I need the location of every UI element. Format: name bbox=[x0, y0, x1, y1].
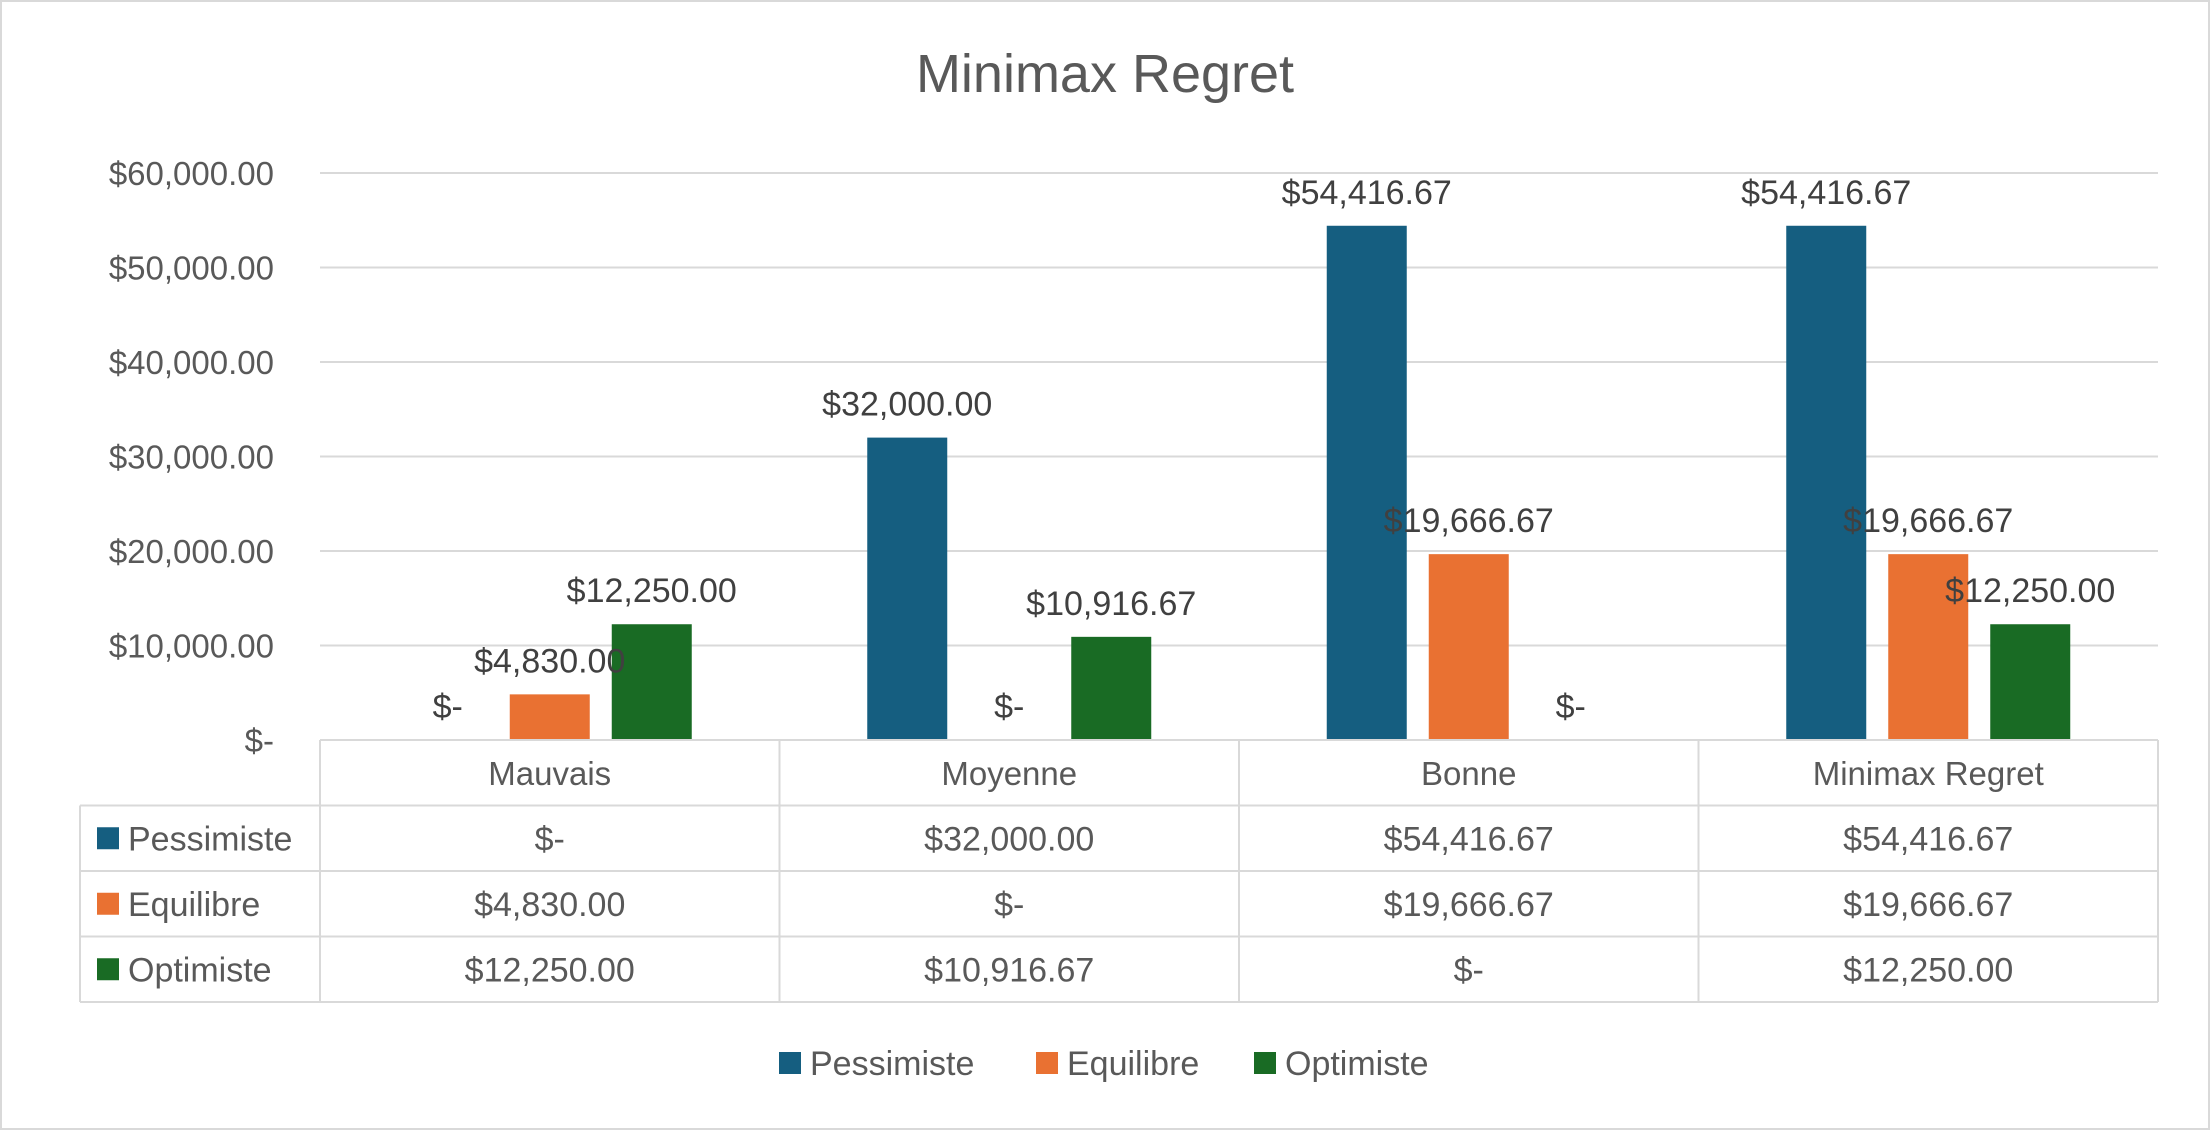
table-legend-key bbox=[97, 958, 119, 981]
bar-optimiste-1 bbox=[611, 624, 692, 740]
data-label: $12,250.00 bbox=[1945, 572, 2115, 610]
chart-title: Minimax Regret bbox=[916, 44, 1294, 104]
bar-optimiste-4 bbox=[1990, 624, 2071, 740]
table-cell: $12,250.00 bbox=[465, 951, 635, 989]
y-tick-label: $60,000.00 bbox=[109, 155, 274, 192]
table-cell: $- bbox=[1454, 951, 1484, 989]
data-label: $19,666.67 bbox=[1384, 502, 1554, 540]
legend-key-pessimiste bbox=[779, 1052, 801, 1074]
legend-key-optimiste bbox=[1254, 1052, 1276, 1074]
y-tick-label: $40,000.00 bbox=[109, 344, 274, 381]
table-series-name: Pessimiste bbox=[128, 820, 292, 858]
data-label: $12,250.00 bbox=[567, 572, 737, 610]
category-label: Bonne bbox=[1421, 755, 1516, 792]
table-cell: $10,916.67 bbox=[924, 951, 1094, 989]
category-label: Mauvais bbox=[488, 755, 611, 792]
data-label: $19,666.67 bbox=[1843, 502, 2013, 540]
legend-label-equilibre: Equilibre bbox=[1067, 1045, 1199, 1083]
y-tick-label: $20,000.00 bbox=[109, 533, 274, 570]
bar-equilibre-3 bbox=[1428, 554, 1509, 740]
table-cell: $19,666.67 bbox=[1384, 886, 1554, 924]
table-cell: $- bbox=[994, 886, 1024, 924]
data-label: $54,416.67 bbox=[1282, 174, 1452, 212]
legend-key-equilibre bbox=[1036, 1052, 1058, 1074]
bar-equilibre-4 bbox=[1888, 554, 1969, 740]
data-label: $32,000.00 bbox=[822, 386, 992, 424]
bar-optimiste-2 bbox=[1071, 636, 1152, 740]
legend-label-pessimiste: Pessimiste bbox=[810, 1045, 974, 1083]
legend-label-optimiste: Optimiste bbox=[1285, 1045, 1429, 1083]
table-series-name: Optimiste bbox=[128, 951, 272, 989]
table-cell: $54,416.67 bbox=[1384, 820, 1554, 858]
data-label: $10,916.67 bbox=[1026, 585, 1196, 623]
table-cell: $12,250.00 bbox=[1843, 951, 2013, 989]
data-label: $54,416.67 bbox=[1741, 174, 1911, 212]
y-tick-label: $10,000.00 bbox=[109, 628, 274, 665]
table-cell: $19,666.67 bbox=[1843, 886, 2013, 924]
table-legend-key bbox=[97, 827, 119, 850]
bar-equilibre-1 bbox=[509, 694, 590, 740]
table-cell: $4,830.00 bbox=[474, 886, 625, 924]
data-label: $- bbox=[994, 688, 1024, 726]
bar-pessimiste-2 bbox=[867, 437, 948, 740]
data-label: $- bbox=[433, 688, 463, 726]
table-legend-key bbox=[97, 892, 119, 915]
bar-pessimiste-4 bbox=[1786, 225, 1867, 741]
table-cell: $54,416.67 bbox=[1843, 820, 2013, 858]
y-tick-label: $50,000.00 bbox=[109, 250, 274, 287]
data-label: $4,830.00 bbox=[474, 642, 625, 680]
table-cell: $- bbox=[535, 820, 565, 858]
bar-pessimiste-3 bbox=[1326, 225, 1407, 741]
y-tick-label: $30,000.00 bbox=[109, 439, 274, 476]
category-label: Minimax Regret bbox=[1813, 755, 2044, 792]
y-tick-label: $- bbox=[245, 722, 274, 759]
table-series-name: Equilibre bbox=[128, 886, 260, 924]
table-cell: $32,000.00 bbox=[924, 820, 1094, 858]
category-label: Moyenne bbox=[941, 755, 1077, 792]
data-label: $- bbox=[1556, 688, 1586, 726]
